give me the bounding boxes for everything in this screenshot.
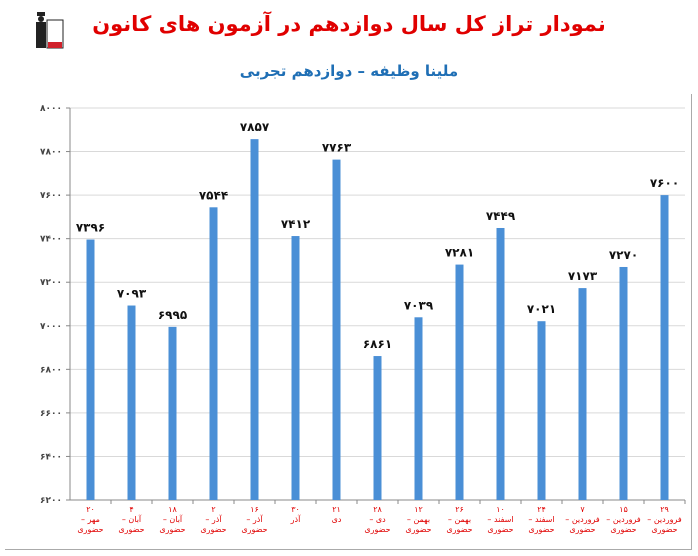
x-tick-label: ۱۸	[168, 505, 177, 514]
bar	[127, 305, 136, 500]
data-label: ۷۵۴۴	[199, 188, 228, 202]
bar	[660, 195, 669, 500]
x-tick-label: مهر –	[81, 515, 100, 524]
bar	[619, 266, 628, 500]
x-tick-label: حضوری	[159, 525, 185, 534]
x-tick-label: ۲	[211, 505, 215, 514]
x-tick-label: دی –	[369, 515, 386, 524]
x-tick-label: ۷	[580, 505, 585, 514]
data-label: ۷۴۱۲	[281, 217, 311, 231]
x-tick-label: اسفند –	[487, 515, 513, 524]
chart-subtitle: ملینا وظیفه – دوازدهم تجربی	[239, 62, 459, 80]
x-tick-label: آبان –	[163, 514, 183, 524]
data-label: ۷۳۹۶	[76, 221, 105, 235]
y-tick-label: ۶۸۰۰	[40, 365, 62, 375]
bar	[496, 227, 505, 501]
data-label: ۶۹۹۵	[158, 308, 187, 322]
x-tick-label: ۴	[129, 505, 133, 514]
data-label: ۷۰۹۳	[117, 287, 147, 301]
x-tick-label: ۲۰	[86, 505, 95, 514]
x-tick-label: دی	[332, 515, 342, 524]
x-tick-label: حضوری	[528, 525, 554, 534]
x-tick-label: حضوری	[405, 525, 431, 534]
y-tick-label: ۶۴۰۰	[40, 452, 62, 462]
x-tick-label: فروردین –	[565, 515, 600, 524]
x-tick-label: ۲۱	[332, 505, 341, 514]
bar	[332, 159, 341, 500]
data-label: ۷۰۳۹	[404, 298, 434, 312]
x-tick-label: ۱۲	[414, 505, 423, 514]
x-tick-label: حضوری	[241, 525, 267, 534]
x-tick-label: فروردین –	[647, 515, 682, 524]
chart-frame	[5, 94, 692, 550]
data-label: ۷۶۰۰	[650, 176, 679, 190]
x-tick-label: آذر –	[246, 514, 263, 524]
bar	[168, 326, 177, 500]
x-tick-label: ۳۰	[291, 505, 300, 514]
x-tick-label: ۱۰	[496, 505, 505, 514]
bar	[455, 264, 464, 500]
x-tick-label: حضوری	[487, 525, 513, 534]
x-tick-label: فروردین –	[606, 515, 641, 524]
x-tick-label: ۱۶	[250, 505, 259, 514]
logo	[35, 10, 65, 52]
x-tick-label: ۲۹	[660, 505, 669, 514]
y-tick-label: ۶۶۰۰	[40, 409, 62, 419]
x-tick-label: بهمن –	[407, 515, 430, 524]
y-tick-label: ۸۰۰۰	[40, 104, 62, 114]
bar	[578, 288, 587, 500]
x-tick-label: بهمن –	[448, 515, 471, 524]
bar	[373, 356, 382, 500]
x-tick-label: ۲۴	[537, 505, 546, 514]
bar	[86, 239, 95, 500]
x-tick-label: آبان –	[122, 514, 142, 524]
bar	[414, 317, 423, 500]
x-tick-label: حضوری	[200, 525, 226, 534]
x-tick-label: حضوری	[118, 525, 144, 534]
data-label: ۷۴۴۹	[486, 209, 516, 223]
x-tick-label: حضوری	[446, 525, 472, 534]
bar	[209, 207, 218, 500]
x-tick-label: ۲۶	[455, 505, 464, 514]
x-tick-label: حضوری	[569, 525, 595, 534]
bar	[291, 236, 300, 500]
data-label: ۷۲۸۱	[445, 246, 474, 260]
data-label: ۶۸۶۱	[363, 337, 392, 351]
data-label: ۷۲۷۰	[609, 248, 638, 262]
bar	[250, 139, 259, 501]
data-label: ۷۰۲۱	[527, 302, 556, 316]
x-tick-label: ۲۸	[373, 505, 382, 514]
data-label: ۷۸۵۷	[240, 120, 270, 134]
y-tick-label: ۷۰۰۰	[40, 322, 62, 332]
bar	[537, 321, 546, 500]
x-tick-label: اسفند –	[528, 515, 554, 524]
y-tick-label: ۷۲۰۰	[40, 278, 62, 288]
data-label: ۷۷۶۳	[322, 141, 352, 155]
y-tick-label: ۶۲۰۰	[40, 496, 62, 506]
x-tick-label: حضوری	[77, 525, 103, 534]
x-tick-label: حضوری	[610, 525, 636, 534]
x-tick-label: ۱۵	[619, 505, 628, 514]
x-tick-label: حضوری	[364, 525, 390, 534]
chart-title: نمودار تراز کل سال دوازدهم در آزمون های …	[92, 12, 606, 36]
data-label: ۷۱۷۳	[568, 269, 598, 283]
x-tick-label: حضوری	[651, 525, 677, 534]
y-tick-label: ۷۴۰۰	[40, 235, 62, 245]
x-tick-label: آذر	[290, 514, 301, 524]
y-tick-label: ۷۸۰۰	[40, 148, 62, 158]
y-tick-label: ۷۶۰۰	[40, 191, 62, 201]
x-tick-label: آذر –	[205, 514, 222, 524]
